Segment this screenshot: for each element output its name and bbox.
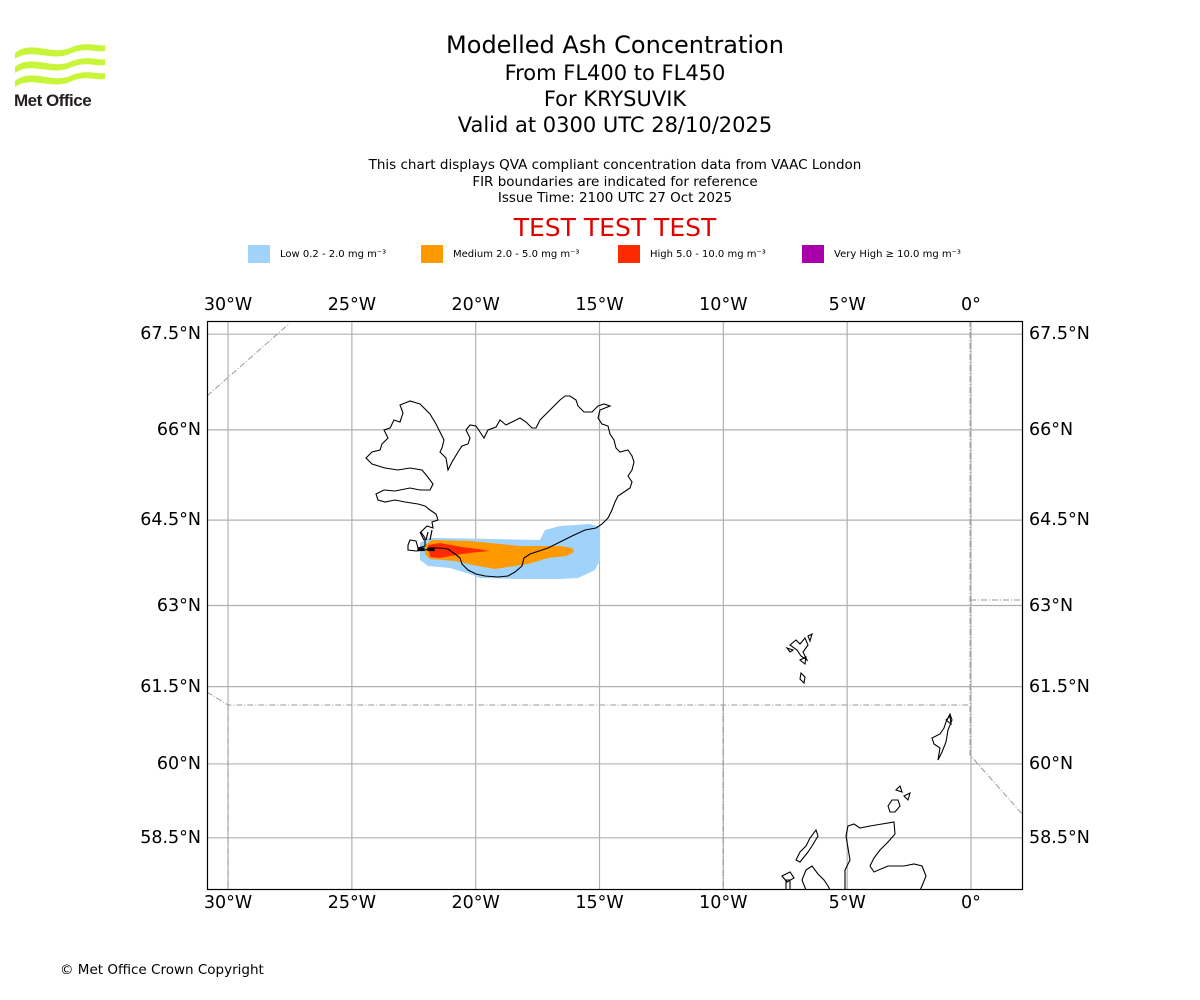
lon-tick-label-top: 0° <box>961 295 981 315</box>
lon-tick-label-bottom: 20°W <box>451 893 500 913</box>
lat-tick-label-left: 66°N <box>156 419 201 440</box>
volcano-name: For KRYSUVIK <box>543 87 687 111</box>
lat-tick-label-right: 58.5°N <box>1029 827 1090 848</box>
flight-level-range: From FL400 to FL450 <box>504 61 726 85</box>
lat-tick-label-right: 66°N <box>1029 419 1074 440</box>
lon-tick-label-bottom: 10°W <box>699 893 748 913</box>
ash-high <box>428 543 490 558</box>
legend-swatch-medium <box>421 245 443 263</box>
info-line-issue-time: Issue Time: 2100 UTC 27 Oct 2025 <box>497 190 733 206</box>
legend-label-low: Low 0.2 - 2.0 mg m⁻³ <box>280 248 387 260</box>
lon-tick-label-top: 5°W <box>828 295 866 315</box>
lon-tick-label-bottom: 15°W <box>575 893 624 913</box>
fir-boundaries <box>207 321 1023 890</box>
lon-tick-label-top: 30°W <box>203 295 253 315</box>
lon-tick-label-top: 15°W <box>575 295 624 315</box>
info-line-fir: FIR boundaries are indicated for referen… <box>472 173 758 190</box>
legend-item-very-high: Very High ≥ 10.0 mg m⁻³ <box>802 244 961 264</box>
legend-swatch-low <box>248 245 270 263</box>
legend-swatch-very-high <box>802 245 824 263</box>
lat-tick-label-right: 64.5°N <box>1029 510 1090 531</box>
lat-tick-label-left: 64.5°N <box>140 510 201 531</box>
iceland-coast <box>365 395 635 578</box>
map-frame <box>206 320 1024 891</box>
legend-item-low: Low 0.2 - 2.0 mg m⁻³ <box>248 244 386 264</box>
legend-label-high: High 5.0 - 10.0 mg m⁻³ <box>650 248 766 260</box>
lat-tick-label-left: 61.5°N <box>140 676 201 697</box>
lat-tick-label-left: 60°N <box>156 753 201 774</box>
chart-title: Modelled Ash Concentration <box>446 31 784 59</box>
lon-tick-label-bottom: 25°W <box>327 893 377 913</box>
legend-item-high: High 5.0 - 10.0 mg m⁻³ <box>618 244 766 264</box>
lat-tick-label-right: 61.5°N <box>1029 676 1090 697</box>
logo-text: Met Office <box>14 91 92 110</box>
lat-tick-label-left: 67.5°N <box>140 324 201 345</box>
fir-boundary <box>207 691 970 706</box>
valid-time: Valid at 0300 UTC 28/10/2025 <box>457 113 773 137</box>
ash-cloud <box>420 524 600 579</box>
lat-tick-label-left: 63°N <box>156 595 201 616</box>
lon-tick-label-bottom: 5°W <box>828 893 866 913</box>
faroe-islands <box>785 632 813 685</box>
test-banner: TEST TEST TEST <box>513 213 717 242</box>
info-line-source: This chart displays QVA compliant concen… <box>368 157 862 173</box>
lon-tick-label-top: 20°W <box>451 295 500 315</box>
volcano-marker-icon <box>417 529 435 552</box>
copyright-notice: © Met Office Crown Copyright <box>60 962 264 978</box>
legend-label-very-high: Very High ≥ 10.0 mg m⁻³ <box>834 248 961 260</box>
legend-swatch-high <box>618 245 640 263</box>
lat-tick-label-right: 63°N <box>1029 595 1074 616</box>
info-block: This chart displays QVA compliant concen… <box>315 157 915 207</box>
hebrides <box>781 828 831 890</box>
shetland-islands <box>931 712 953 761</box>
legend-item-medium: Medium 2.0 - 5.0 mg m⁻³ <box>421 244 579 264</box>
coastlines <box>365 395 953 890</box>
lon-tick-label-bottom: 30°W <box>203 893 253 913</box>
lat-tick-label-right: 67.5°N <box>1029 324 1090 345</box>
lat-tick-label-left: 58.5°N <box>140 827 201 848</box>
title-block: Modelled Ash Concentration From FL400 to… <box>315 30 915 138</box>
lat-tick-label-right: 60°N <box>1029 753 1074 774</box>
scotland-coast <box>844 821 927 890</box>
orkney-islands <box>887 784 911 813</box>
legend-label-medium: Medium 2.0 - 5.0 mg m⁻³ <box>453 248 580 260</box>
lon-tick-label-top: 10°W <box>699 295 748 315</box>
lon-tick-label-top: 25°W <box>327 295 377 315</box>
graticule <box>207 321 1023 890</box>
lon-tick-label-bottom: 0° <box>961 893 981 913</box>
fir-boundary <box>207 322 291 397</box>
met-office-logo <box>15 44 105 87</box>
fir-boundary <box>969 321 1023 816</box>
